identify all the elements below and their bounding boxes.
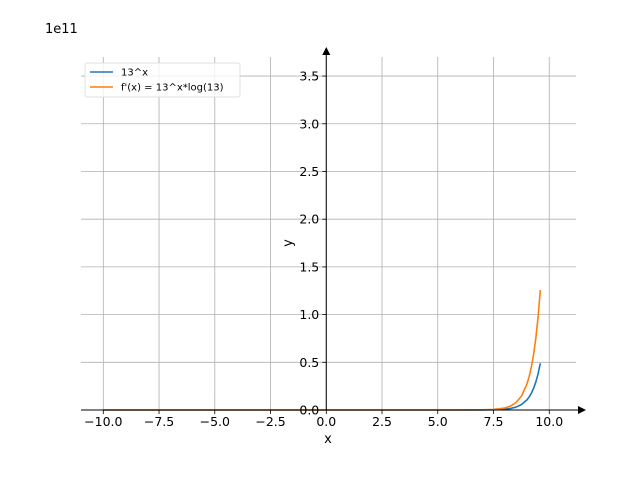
series-line-1 bbox=[103, 363, 542, 411]
axes bbox=[81, 47, 586, 414]
y-offset-label: 1e11 bbox=[45, 22, 78, 37]
x-tick-label: 10.0 bbox=[535, 414, 563, 429]
legend-frame bbox=[84, 62, 241, 98]
y-tick-label: 0.0 bbox=[299, 403, 319, 418]
x-tick-label: 0.0 bbox=[316, 414, 336, 429]
series-line-2 bbox=[103, 290, 542, 411]
ticks: −10.0 −7.5 −5.0 −2.5 0.0 2.5 5.0 7.5 10.0 0.0 0.5 1… bbox=[84, 69, 563, 429]
y-axis-label: y bbox=[281, 239, 296, 247]
y-axis-arrow bbox=[322, 47, 331, 55]
x-tick-label: −10.0 bbox=[84, 414, 122, 429]
y-tick-label: 3.0 bbox=[299, 116, 319, 131]
x-tick-label: 2.5 bbox=[372, 414, 392, 429]
legend-label-series-2: f'(x) = 13^x*log(13) bbox=[121, 83, 224, 94]
x-tick-label: −5.0 bbox=[200, 414, 230, 429]
x-tick-label: 5.0 bbox=[428, 414, 448, 429]
grid bbox=[81, 57, 576, 411]
plot-lines bbox=[103, 290, 542, 411]
y-tick-label: 3.5 bbox=[299, 69, 319, 84]
y-tick-label: 1.0 bbox=[299, 307, 319, 322]
legend-label-series-1: 13^x bbox=[121, 68, 148, 79]
y-tick-label: 2.5 bbox=[299, 164, 319, 179]
legend: 13^x f'(x) = 13^x*log(13) bbox=[84, 62, 241, 98]
x-tick-label: −7.5 bbox=[144, 414, 174, 429]
y-tick-label: 0.5 bbox=[299, 355, 319, 370]
x-tick-label: −2.5 bbox=[255, 414, 285, 429]
y-tick-label: 2.0 bbox=[299, 212, 319, 227]
x-axis-arrow bbox=[578, 406, 586, 414]
x-tick-label: 7.5 bbox=[484, 414, 504, 429]
x-axis-label: x bbox=[324, 432, 332, 447]
y-tick-label: 1.5 bbox=[299, 259, 319, 274]
